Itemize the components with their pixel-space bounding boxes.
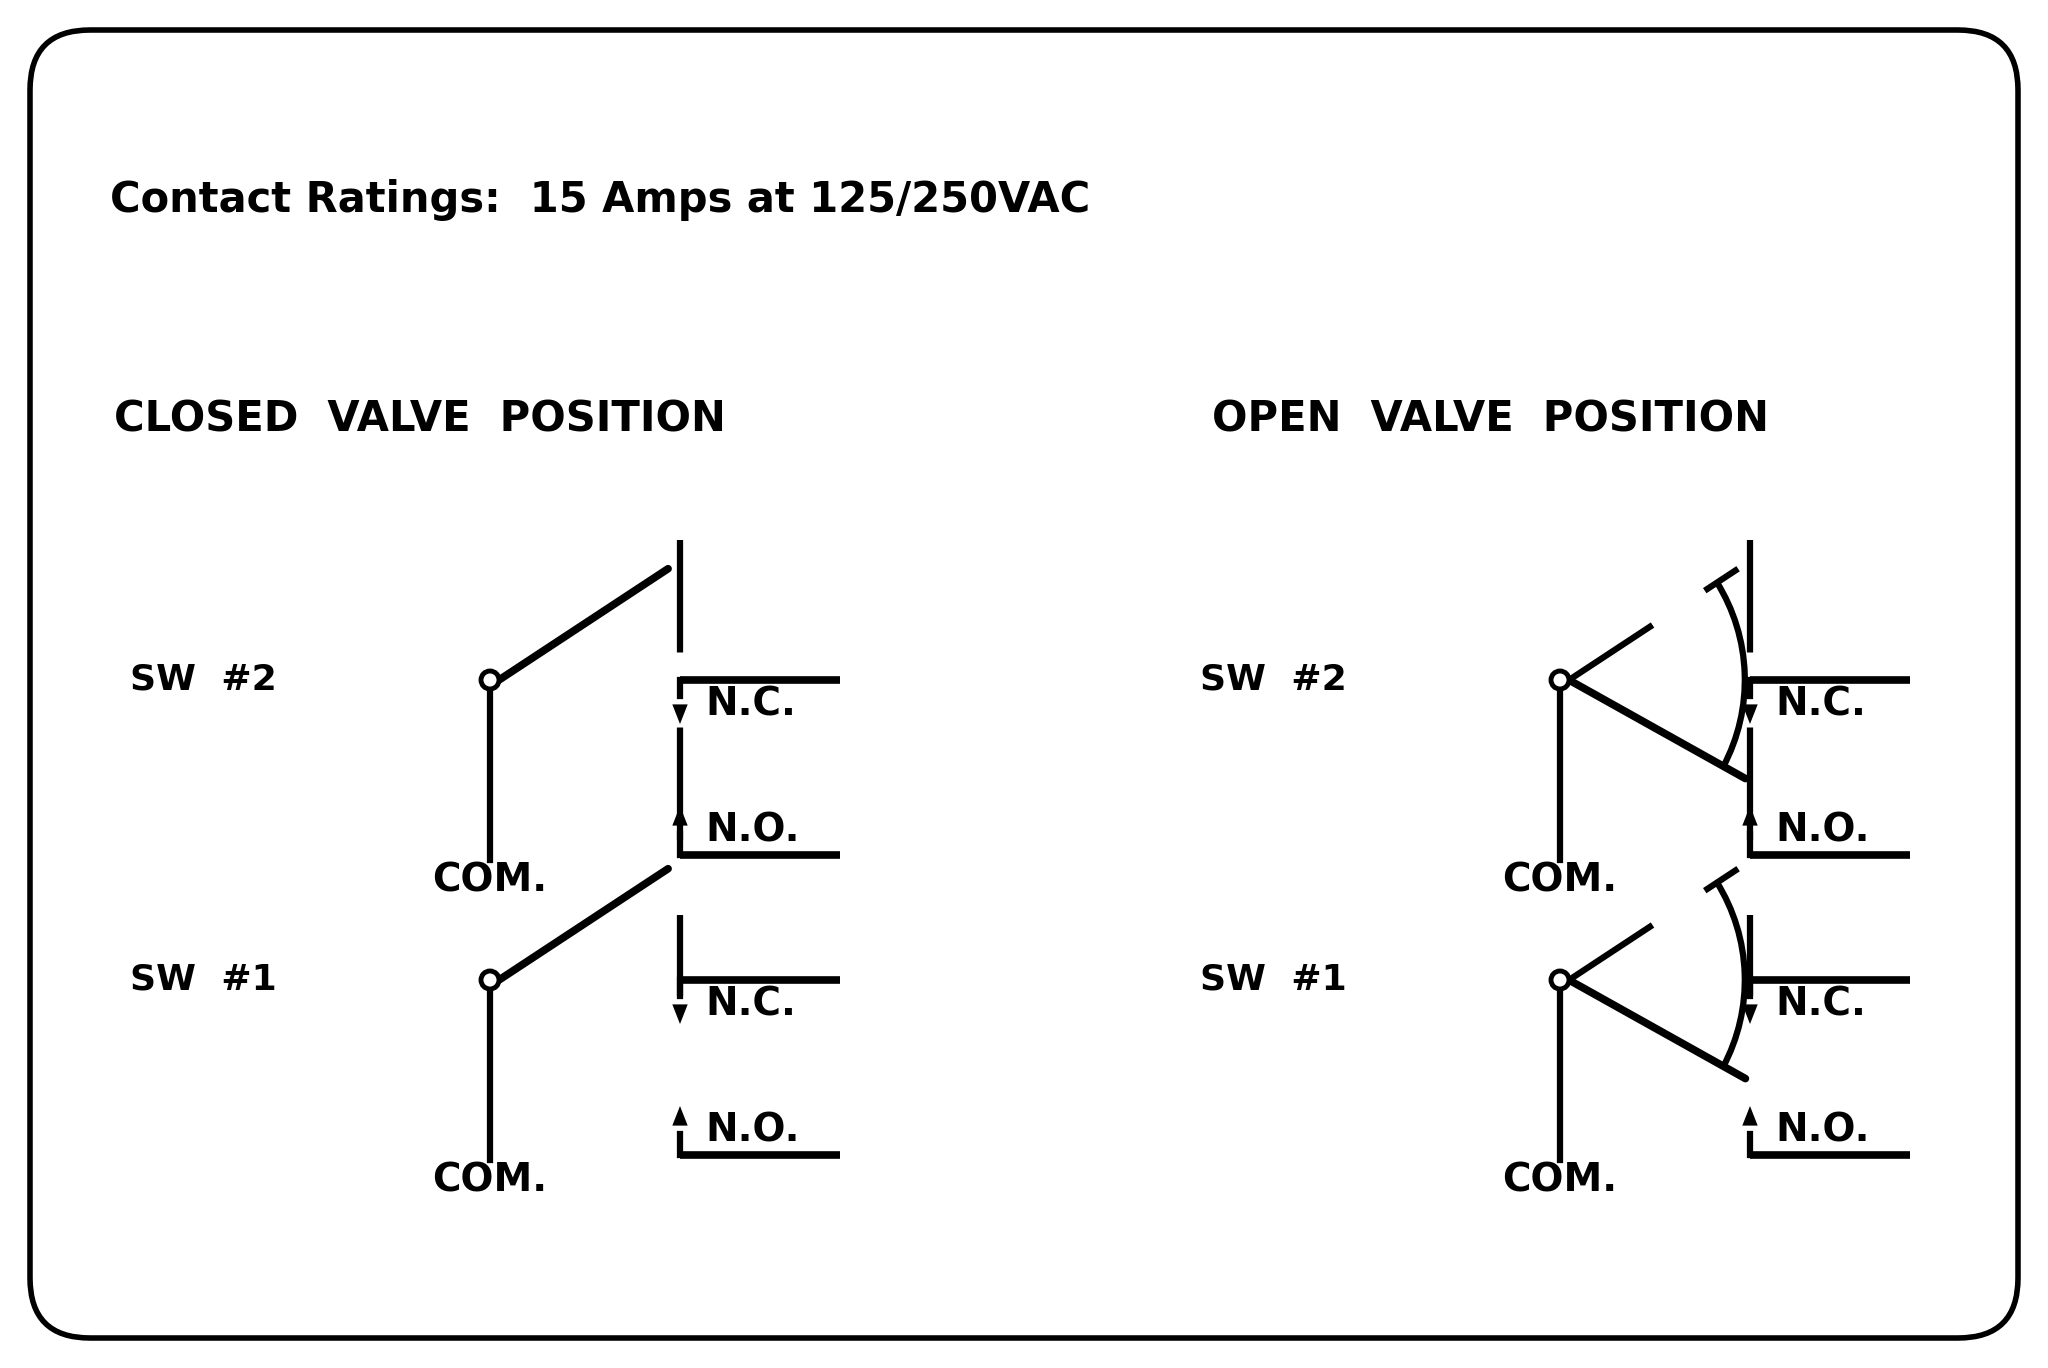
Text: N.C.: N.C. (1776, 685, 1866, 724)
FancyBboxPatch shape (31, 30, 2017, 1338)
Circle shape (481, 670, 500, 689)
Polygon shape (1743, 1004, 1757, 1025)
Polygon shape (672, 1004, 688, 1025)
Text: Contact Ratings:  15 Amps at 125/250VAC: Contact Ratings: 15 Amps at 125/250VAC (111, 179, 1090, 222)
Circle shape (1550, 971, 1569, 989)
Text: N.O.: N.O. (705, 811, 799, 850)
Text: SW  #1: SW #1 (1200, 963, 1348, 997)
Text: SW  #2: SW #2 (129, 663, 276, 698)
Text: COM.: COM. (432, 1161, 547, 1200)
Text: OPEN  VALVE  POSITION: OPEN VALVE POSITION (1212, 399, 1769, 440)
Text: N.C.: N.C. (705, 986, 797, 1025)
Polygon shape (672, 1105, 688, 1126)
Circle shape (481, 971, 500, 989)
Text: SW  #2: SW #2 (1200, 663, 1348, 698)
Text: N.O.: N.O. (1776, 811, 1870, 850)
Polygon shape (1743, 1105, 1757, 1126)
Text: COM.: COM. (1503, 862, 1618, 900)
Polygon shape (672, 705, 688, 724)
Text: COM.: COM. (432, 862, 547, 900)
Text: N.O.: N.O. (705, 1111, 799, 1149)
Text: SW  #1: SW #1 (129, 963, 276, 997)
Polygon shape (1743, 705, 1757, 724)
Text: CLOSED  VALVE  POSITION: CLOSED VALVE POSITION (115, 399, 725, 440)
Text: N.C.: N.C. (1776, 986, 1866, 1025)
Circle shape (1550, 670, 1569, 689)
Text: N.O.: N.O. (1776, 1111, 1870, 1149)
Polygon shape (672, 806, 688, 826)
Text: N.C.: N.C. (705, 685, 797, 724)
Text: COM.: COM. (1503, 1161, 1618, 1200)
Polygon shape (1743, 806, 1757, 826)
